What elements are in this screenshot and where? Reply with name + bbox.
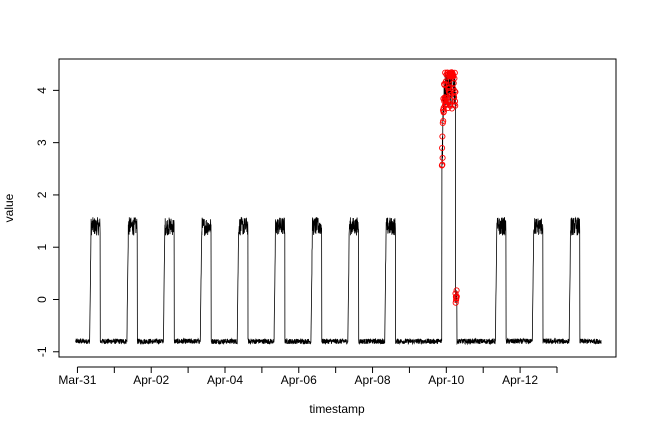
x-tick-label: Mar-31 (58, 373, 96, 387)
y-tick-label: 4 (35, 87, 49, 94)
x-axis: Mar-31 Apr-02 Apr-04 Apr-06 Apr-08 Apr-10 Apr-… (58, 367, 557, 387)
y-tick-label: 1 (35, 244, 49, 251)
x-tick-label: Apr-06 (281, 373, 317, 387)
y-tick-label: 0 (35, 296, 49, 303)
y-tick-label: 3 (35, 139, 49, 146)
x-tick-label: Apr-12 (502, 373, 538, 387)
x-tick-label: Apr-04 (207, 373, 243, 387)
series-line-value (76, 72, 602, 344)
y-tick-label: -1 (35, 346, 49, 357)
y-axis-label: value (2, 193, 16, 222)
y-axis: -1 0 1 2 3 4 (35, 87, 59, 357)
x-tick-label: Apr-10 (428, 373, 464, 387)
x-axis-label: timestamp (309, 402, 365, 416)
y-tick-label: 2 (35, 191, 49, 198)
plot-content (76, 70, 602, 344)
x-tick-label: Apr-02 (133, 373, 169, 387)
x-tick-label: Apr-08 (355, 373, 391, 387)
